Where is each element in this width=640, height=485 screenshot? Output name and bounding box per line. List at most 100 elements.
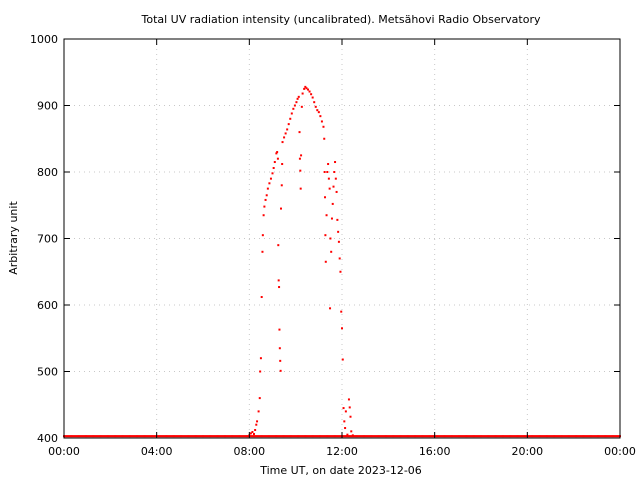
baseline-point <box>168 435 171 438</box>
baseline-point <box>565 435 568 438</box>
data-point <box>324 260 327 263</box>
baseline-point <box>527 435 530 438</box>
data-point <box>281 141 284 144</box>
baseline-point <box>71 435 74 438</box>
data-point <box>261 234 264 237</box>
baseline-point <box>118 435 121 438</box>
baseline-point <box>306 435 309 438</box>
baseline-point <box>290 435 293 438</box>
baseline-point <box>164 435 167 438</box>
baseline-point <box>380 435 383 438</box>
baseline-point <box>445 435 448 438</box>
baseline-point <box>147 435 150 438</box>
data-point <box>252 433 255 436</box>
baseline-point <box>183 435 186 438</box>
baseline-point <box>461 435 464 438</box>
baseline-point <box>378 435 381 438</box>
baseline-point <box>520 435 523 438</box>
data-point <box>289 117 292 120</box>
baseline-point <box>452 435 455 438</box>
baseline-point <box>288 435 291 438</box>
baseline-point <box>485 435 488 438</box>
baseline-point <box>439 435 442 438</box>
baseline-point <box>417 435 420 438</box>
baseline-point <box>426 435 429 438</box>
baseline-point <box>320 435 323 438</box>
baseline-point <box>473 435 476 438</box>
data-point <box>322 125 325 128</box>
baseline-point <box>446 435 449 438</box>
baseline-point <box>80 435 83 438</box>
baseline-point <box>283 435 286 438</box>
data-point <box>269 177 272 180</box>
baseline-point <box>151 435 154 438</box>
baseline-point <box>162 435 165 438</box>
data-point <box>323 171 326 173</box>
baseline-point <box>312 435 315 438</box>
baseline-point <box>500 435 503 438</box>
baseline-point <box>97 435 100 438</box>
baseline-point <box>230 435 233 438</box>
baseline-point <box>214 435 217 438</box>
baseline-point <box>548 435 551 438</box>
plot-frame <box>63 38 621 439</box>
baseline-point <box>581 435 584 438</box>
baseline-point <box>87 435 90 438</box>
baseline-point <box>184 435 187 438</box>
baseline-point <box>261 435 264 438</box>
data-point <box>310 93 313 96</box>
data-point <box>344 410 347 413</box>
data-point <box>314 105 317 108</box>
data-point <box>334 177 337 180</box>
baseline-point <box>124 435 127 438</box>
baseline-point <box>85 435 88 438</box>
baseline-point <box>153 435 156 438</box>
baseline-point <box>598 435 601 438</box>
data-point <box>327 177 330 180</box>
baseline-point <box>603 435 606 438</box>
baseline-point <box>195 435 198 438</box>
baseline-point <box>614 435 617 438</box>
baseline-point <box>357 435 360 438</box>
baseline-point <box>166 435 169 438</box>
baseline-point <box>281 435 284 438</box>
baseline-point <box>252 435 255 438</box>
baseline-point <box>447 435 450 438</box>
baseline-point <box>131 435 134 438</box>
baseline-point <box>375 435 378 438</box>
baseline-point <box>403 435 406 438</box>
baseline-point <box>212 435 215 438</box>
baseline-point <box>459 435 462 438</box>
baseline-point <box>157 435 160 438</box>
baseline-point <box>540 435 543 438</box>
baseline-point <box>111 435 114 438</box>
baseline-point <box>363 435 366 438</box>
data-point <box>251 431 254 434</box>
baseline-point <box>269 435 272 438</box>
baseline-point <box>398 435 401 438</box>
baseline-point <box>547 435 550 438</box>
baseline-point <box>423 435 426 438</box>
baseline-point <box>534 435 537 438</box>
baseline-point <box>496 435 499 438</box>
baseline-point <box>310 435 313 438</box>
baseline-point <box>561 435 564 438</box>
data-point <box>305 87 308 90</box>
data-point <box>334 161 337 164</box>
baseline-point <box>226 435 229 438</box>
baseline-point <box>198 435 201 438</box>
baseline-point <box>608 435 611 438</box>
baseline-point <box>234 435 237 438</box>
baseline-point <box>577 435 580 438</box>
baseline-point <box>429 435 432 438</box>
baseline-point <box>435 435 438 438</box>
data-point <box>290 112 293 115</box>
baseline-point <box>617 435 620 438</box>
baseline-point <box>296 435 299 438</box>
baseline-point <box>299 435 302 438</box>
baseline-point <box>587 435 590 438</box>
baseline-point <box>418 435 421 438</box>
baseline-point <box>196 435 199 438</box>
baseline-point <box>600 435 603 438</box>
baseline-point <box>303 435 306 438</box>
